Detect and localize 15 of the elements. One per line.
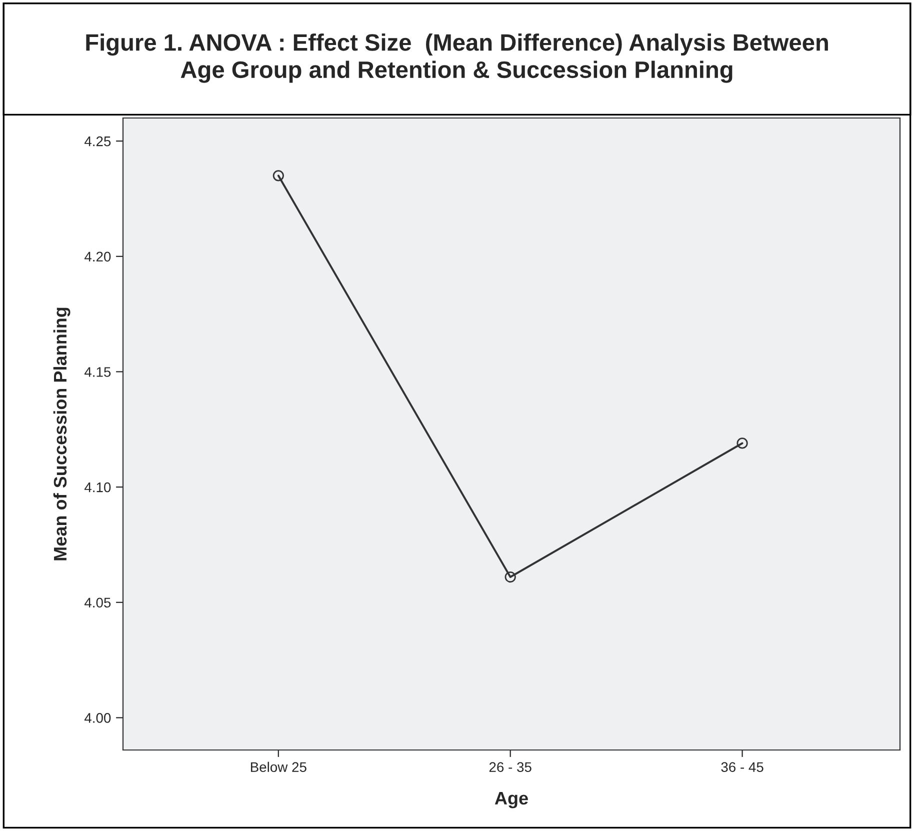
y-axis-title: Mean of Succession Planning	[53, 308, 70, 560]
x-tick-label: 36 - 45	[721, 762, 764, 772]
x-tick-label: Below 25	[250, 762, 306, 772]
x-tick-label: 26 - 35	[489, 762, 532, 772]
y-tick-label: 4.00	[84, 713, 111, 723]
chart-title: Figure 1. ANOVA : Effect Size (Mean Difference) Analysis Between Age Group and Retention & Succession Planning	[86, 33, 828, 83]
y-tick-label: 4.10	[84, 482, 111, 492]
y-tick-label: 4.15	[84, 367, 111, 377]
y-tick-label: 4.25	[84, 136, 111, 146]
x-axis-title: Age	[494, 792, 528, 808]
point	[272, 170, 284, 182]
y-tick-label: 4.20	[84, 252, 111, 262]
point	[504, 571, 516, 583]
y-tick-label: 4.05	[84, 598, 111, 608]
point	[736, 438, 748, 449]
